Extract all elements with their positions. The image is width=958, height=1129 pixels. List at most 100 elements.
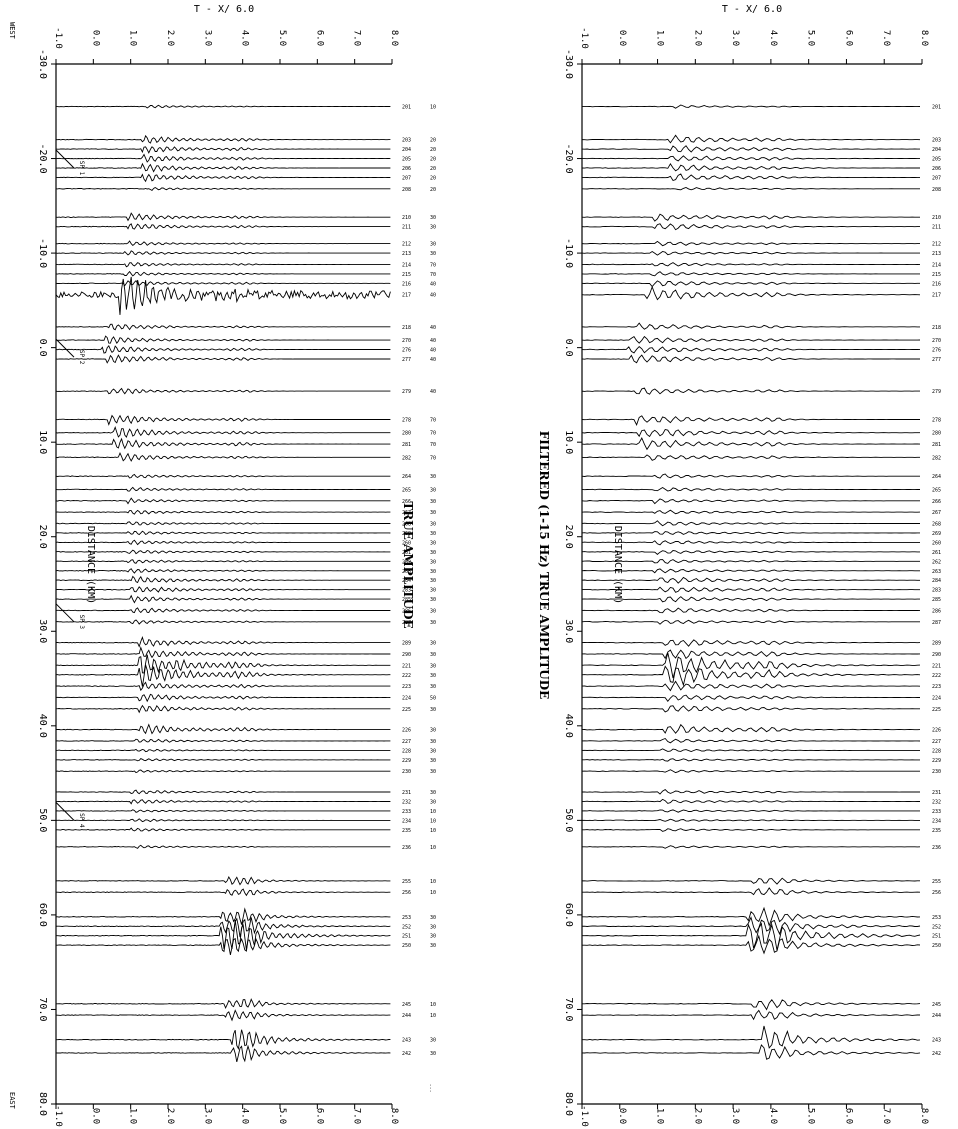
trace-station-label: 236	[932, 845, 941, 851]
seismic-trace	[55, 451, 391, 462]
trace-station-label: 255	[402, 879, 411, 885]
trace-gain-label: 10	[430, 879, 436, 885]
distance-tick-label: -20.0	[37, 143, 48, 173]
trace-station-label: 231	[932, 790, 941, 796]
trace-gain-label: 10	[430, 809, 436, 815]
trace-station-label: 216	[402, 281, 411, 287]
trace-gain-label: 20	[430, 147, 436, 153]
seismic-trace	[581, 845, 921, 849]
seismic-trace	[55, 646, 391, 659]
trace-gain-label: 30	[430, 1051, 436, 1057]
trace-gain-label: 30	[430, 769, 436, 775]
trace-gain-label: 30	[430, 728, 436, 734]
seismic-trace	[581, 240, 920, 247]
time-tick-label-bottom: 4.0	[768, 1108, 778, 1124]
seismic-trace	[55, 664, 391, 687]
seismic-trace	[581, 531, 920, 535]
trace-gain-label: 20	[430, 175, 436, 181]
trace-station-label: 201	[402, 105, 411, 111]
trace-station-label: 208	[932, 187, 941, 193]
trace-station-label: 243	[402, 1038, 411, 1044]
seismic-trace	[55, 146, 391, 154]
seismic-trace	[581, 922, 921, 951]
trace-station-label: 218	[402, 325, 411, 331]
time-tick-label-top: 4.0	[768, 30, 778, 46]
trace-gain-label: 30	[430, 943, 436, 949]
trace-station-label: 210	[932, 215, 941, 221]
seismic-trace	[55, 818, 391, 823]
seismic-trace	[55, 619, 391, 625]
trace-gain-label: 30	[430, 569, 436, 575]
seismic-trace	[581, 809, 920, 813]
seismic-trace	[55, 549, 391, 555]
trace-station-label: 284	[402, 578, 411, 584]
seismic-trace	[55, 748, 391, 753]
trace-station-label: 286	[932, 608, 941, 614]
trace-gain-label: 10	[430, 828, 436, 834]
trace-station-label: 233	[402, 809, 411, 815]
trace-station-label: 283	[402, 588, 411, 594]
trace-gain-label: 30	[430, 540, 436, 546]
seismic-trace	[55, 738, 391, 743]
seismic-trace	[581, 934, 921, 955]
trace-station-label: 269	[402, 531, 411, 537]
trace-station-label: 244	[932, 1013, 941, 1019]
trace-gain-label: 10	[430, 1002, 436, 1008]
distance-tick-label: 0.0	[37, 339, 48, 357]
time-tick-label-top: 2.0	[692, 30, 702, 46]
seismic-trace	[581, 596, 920, 603]
time-tick-label-top: 8.0	[389, 30, 399, 46]
trace-gain-label: 30	[430, 641, 436, 647]
seismic-trace	[581, 454, 920, 461]
trace-station-label: 228	[402, 748, 411, 754]
trace-station-label: 244	[402, 1013, 411, 1019]
distance-tick-label: -20.0	[563, 143, 574, 173]
seismic-trace	[55, 568, 391, 574]
time-tick-label-bottom: -1.0	[53, 1105, 63, 1127]
seismic-trace	[581, 586, 920, 593]
time-tick-label-bottom: 6.0	[843, 1108, 853, 1124]
seismic-trace	[581, 322, 920, 330]
trace-station-label: 213	[932, 251, 941, 257]
seismic-trace	[55, 262, 391, 268]
trace-station-label: 207	[402, 175, 411, 181]
trace-station-label: 217	[402, 293, 411, 299]
trace-station-label: 264	[402, 474, 411, 480]
trace-gain-label: 30	[430, 790, 436, 796]
trace-gain-label: 30	[430, 799, 436, 805]
trace-station-label: 289	[932, 641, 941, 647]
trace-station-label: 235	[402, 828, 411, 834]
seismic-trace	[581, 1009, 920, 1021]
distance-tick-label: 10.0	[563, 430, 574, 454]
distance-tick-label: 60.0	[563, 903, 574, 927]
seismic-trace	[55, 559, 391, 564]
trace-station-label: 253	[402, 915, 411, 921]
trace-station-label: 250	[402, 943, 411, 949]
trace-station-label: 211	[402, 225, 411, 231]
trace-gain-label: 30	[430, 748, 436, 754]
trace-station-label: 268	[932, 521, 941, 527]
seismic-trace	[55, 437, 391, 450]
seismic-trace	[581, 145, 920, 153]
seismic-trace	[55, 186, 391, 191]
trace-gain-label: 30	[430, 510, 436, 516]
trace-station-label: 235	[932, 828, 941, 834]
trace-station-label: 264	[932, 474, 941, 480]
trace-station-label: 215	[932, 272, 941, 278]
time-tick-label-top: 0.0	[90, 30, 100, 46]
seismic-trace	[55, 1044, 391, 1063]
trace-station-label: 222	[402, 673, 411, 679]
trace-station-label: 289	[402, 641, 411, 647]
trace-station-label: 270	[932, 338, 941, 344]
time-tick-label-bottom: 2.0	[165, 1108, 175, 1124]
seismic-trace	[581, 163, 920, 172]
seismic-trace	[581, 354, 920, 364]
trace-gain-label: 30	[430, 739, 436, 745]
trace-gain-label: 30	[430, 225, 436, 231]
seismic-trace	[581, 568, 920, 574]
seismic-trace	[581, 509, 921, 515]
trace-gain-label: 30	[430, 684, 436, 690]
seismic-trace	[55, 276, 391, 315]
time-tick-label-top: 6.0	[843, 30, 853, 46]
time-tick-label-top: 7.0	[352, 30, 362, 46]
